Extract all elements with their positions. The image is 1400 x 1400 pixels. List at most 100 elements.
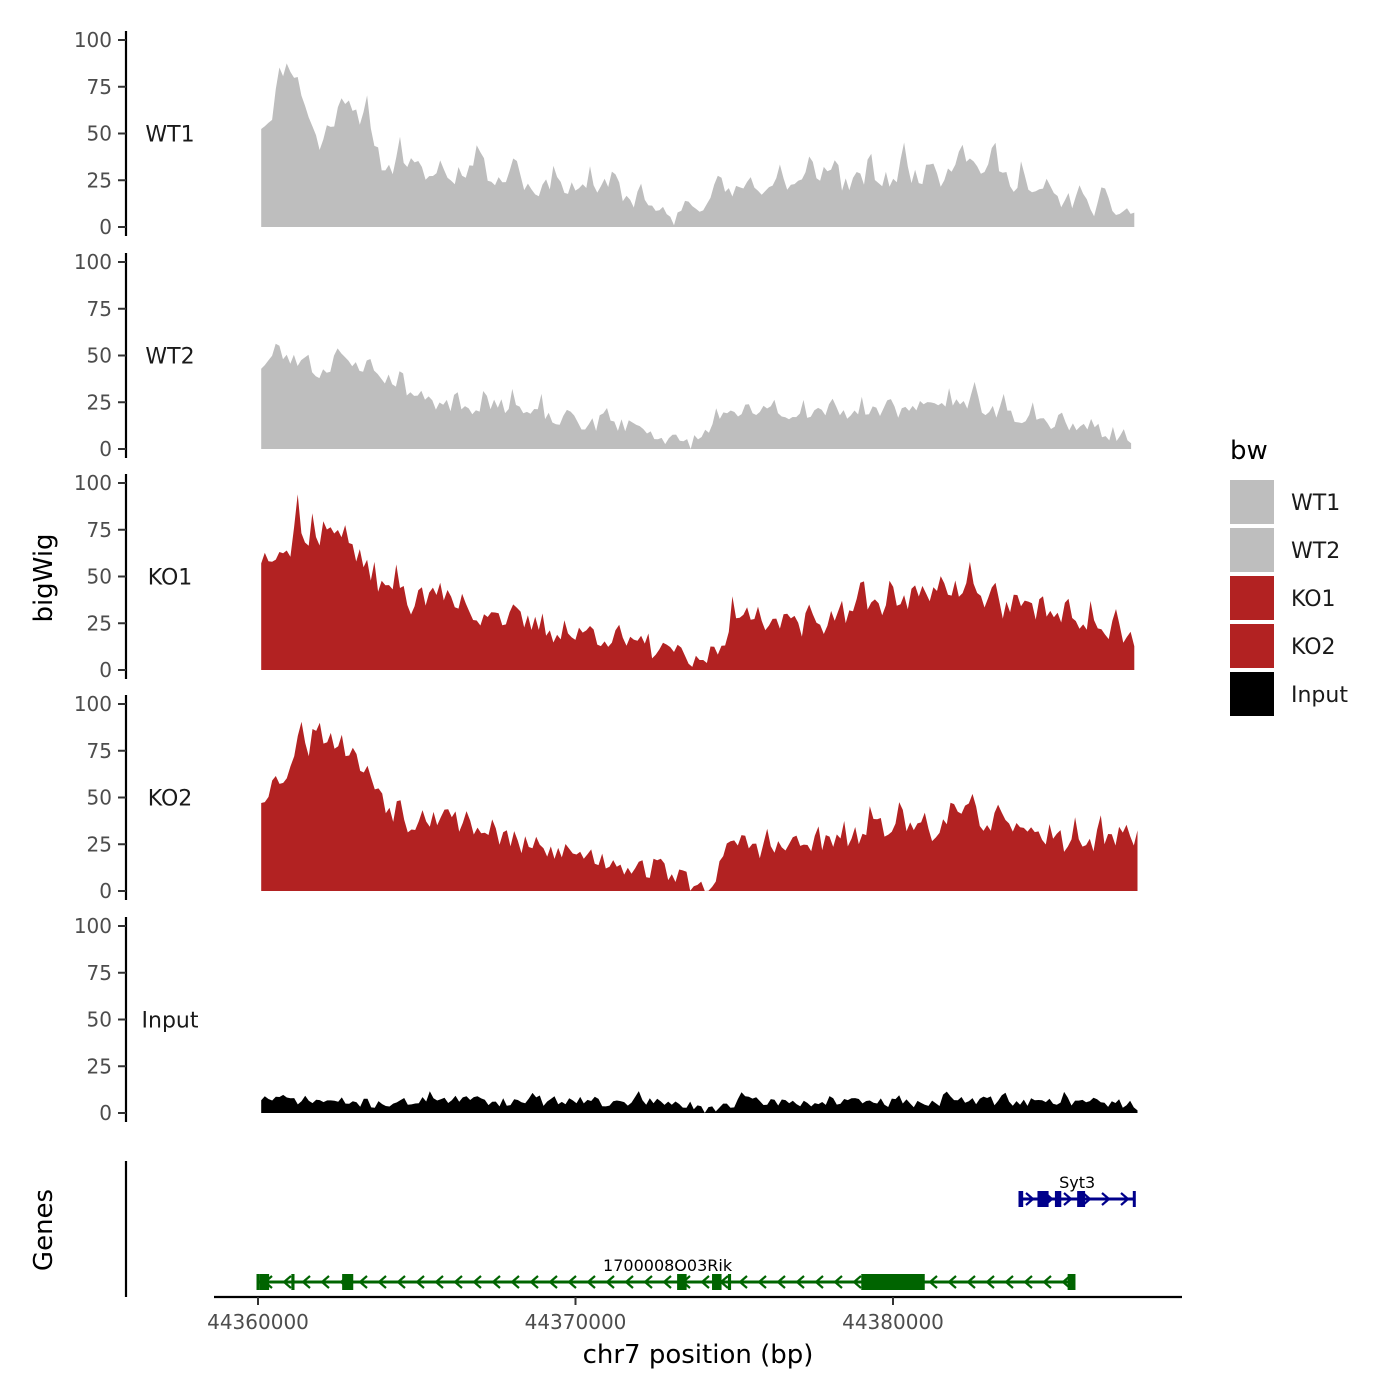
strand-arrow-icon bbox=[1082, 1192, 1092, 1206]
y-axis-title: bigWig bbox=[29, 533, 59, 622]
strand-arrow-icon bbox=[1120, 1192, 1130, 1206]
y-tick-label: 25 bbox=[87, 611, 112, 635]
y-tick-label: 100 bbox=[74, 692, 112, 716]
strand-arrow-icon bbox=[966, 1275, 976, 1289]
gene-exon bbox=[1037, 1191, 1049, 1207]
x-tick-label: 44380000 bbox=[842, 1310, 944, 1334]
strand-arrow-icon bbox=[1101, 1192, 1111, 1206]
strand-arrow-icon bbox=[1063, 1192, 1073, 1206]
strand-arrow-icon bbox=[358, 1275, 368, 1289]
legend-swatch-wt2 bbox=[1230, 528, 1274, 572]
legend-swatch-ko2 bbox=[1230, 624, 1274, 668]
y-tick-label: 75 bbox=[87, 297, 112, 321]
track-label-ko2: KO2 bbox=[148, 787, 193, 812]
y-tick-label: 100 bbox=[74, 471, 112, 495]
gene-exon bbox=[727, 1274, 732, 1290]
y-tick-label: 0 bbox=[99, 437, 112, 461]
strand-arrow-icon bbox=[282, 1275, 292, 1289]
track-ko2: 0 25 50 75 100 KO2 bbox=[74, 692, 1138, 903]
track-ko1: 0 25 50 75 100 KO1 bbox=[74, 471, 1135, 682]
y-tick-label: 100 bbox=[74, 28, 112, 52]
legend: bw WT1 WT2 KO1 KO2 Input bbox=[1230, 436, 1348, 716]
track-wt1: 0 25 50 75 100 WT1 bbox=[74, 28, 1135, 239]
y-tick-label: 75 bbox=[87, 75, 112, 99]
track-wt2: 0 25 50 75 100 WT2 bbox=[74, 250, 1132, 461]
strand-arrow-icon bbox=[1023, 1275, 1033, 1289]
strand-arrow-icon bbox=[415, 1275, 425, 1289]
strand-arrow-icon bbox=[852, 1275, 862, 1289]
coverage-area-ko1 bbox=[261, 494, 1135, 670]
coverage-area-input bbox=[261, 1091, 1138, 1113]
track-label-wt1: WT1 bbox=[145, 123, 194, 148]
gene-exon bbox=[861, 1274, 925, 1290]
strand-arrow-icon bbox=[1025, 1192, 1035, 1206]
y-tick-label: 0 bbox=[99, 1101, 112, 1125]
gene-name-label: Syt3 bbox=[1059, 1173, 1095, 1192]
strand-arrow-icon bbox=[1004, 1275, 1014, 1289]
gene-exon bbox=[342, 1274, 354, 1290]
strand-arrow-icon bbox=[947, 1275, 957, 1289]
y-tick-label: 25 bbox=[87, 832, 112, 856]
strand-arrow-icon bbox=[662, 1275, 672, 1289]
strand-arrow-icon bbox=[434, 1275, 444, 1289]
y-tick-label: 0 bbox=[99, 658, 112, 682]
strand-arrow-icon bbox=[776, 1275, 786, 1289]
coverage-area-wt2 bbox=[261, 343, 1132, 449]
x-tick-label: 44370000 bbox=[525, 1310, 627, 1334]
y-tick-label: 100 bbox=[74, 250, 112, 274]
gene-exon bbox=[1020, 1191, 1024, 1207]
y-tick-label: 0 bbox=[99, 215, 112, 239]
track-label-wt2: WT2 bbox=[145, 345, 194, 370]
strand-arrow-icon bbox=[624, 1275, 634, 1289]
y-tick-label: 50 bbox=[87, 122, 112, 146]
y-tick-label: 50 bbox=[87, 786, 112, 810]
y-tick-label: 50 bbox=[87, 565, 112, 589]
legend-swatch-input bbox=[1230, 672, 1274, 716]
strand-arrow-icon bbox=[529, 1275, 539, 1289]
gene-exon bbox=[259, 1274, 270, 1290]
y-tick-label: 50 bbox=[87, 1008, 112, 1032]
legend-swatch-wt1 bbox=[1230, 480, 1274, 524]
strand-arrow-icon bbox=[301, 1275, 311, 1289]
legend-label-input: Input bbox=[1291, 683, 1348, 708]
strand-arrow-icon bbox=[833, 1275, 843, 1289]
y-tick-label: 25 bbox=[87, 390, 112, 414]
track-label-input: Input bbox=[142, 1009, 199, 1034]
x-tick-label: 44360000 bbox=[207, 1310, 309, 1334]
strand-arrow-icon bbox=[396, 1275, 406, 1289]
coverage-area-wt1 bbox=[261, 63, 1135, 228]
gene-exon bbox=[291, 1274, 295, 1290]
y-tick-label: 25 bbox=[87, 1054, 112, 1078]
gene-exon bbox=[677, 1274, 687, 1290]
y-tick-label: 50 bbox=[87, 344, 112, 368]
y-tick-label: 75 bbox=[87, 518, 112, 542]
strand-arrow-icon bbox=[586, 1275, 596, 1289]
strand-arrow-icon bbox=[795, 1275, 805, 1289]
strand-arrow-icon bbox=[377, 1275, 387, 1289]
strand-arrow-icon bbox=[757, 1275, 767, 1289]
tracks-area: 0255075100WT10255075100WT20255075100KO10… bbox=[74, 28, 1138, 1125]
strand-arrow-icon bbox=[814, 1275, 824, 1289]
y-tick-label: 75 bbox=[87, 739, 112, 763]
x-axis-title: chr7 position (bp) bbox=[583, 1340, 814, 1370]
y-tick-label: 100 bbox=[74, 914, 112, 938]
gene-exon bbox=[1054, 1191, 1062, 1207]
y-axis-title-group: bigWig Genes bbox=[29, 533, 59, 1271]
y-tick-label: 0 bbox=[99, 879, 112, 903]
strand-arrow-icon bbox=[567, 1275, 577, 1289]
legend-swatch-ko1 bbox=[1230, 576, 1274, 620]
strand-arrow-icon bbox=[1042, 1275, 1052, 1289]
gene-annotation-track: Syt3 1700008O03Rik bbox=[124, 1161, 1136, 1297]
legend-label-ko1: KO1 bbox=[1291, 587, 1336, 612]
legend-title: bw bbox=[1230, 436, 1268, 466]
strand-arrow-icon bbox=[472, 1275, 482, 1289]
strand-arrow-icon bbox=[738, 1275, 748, 1289]
y-tick-label: 75 bbox=[87, 961, 112, 985]
gene-name-label: 1700008O03Rik bbox=[603, 1256, 733, 1275]
strand-arrow-icon bbox=[985, 1275, 995, 1289]
strand-arrow-icon bbox=[643, 1275, 653, 1289]
strand-arrow-icon bbox=[605, 1275, 615, 1289]
strand-arrow-icon bbox=[510, 1275, 520, 1289]
strand-arrow-icon bbox=[928, 1275, 938, 1289]
